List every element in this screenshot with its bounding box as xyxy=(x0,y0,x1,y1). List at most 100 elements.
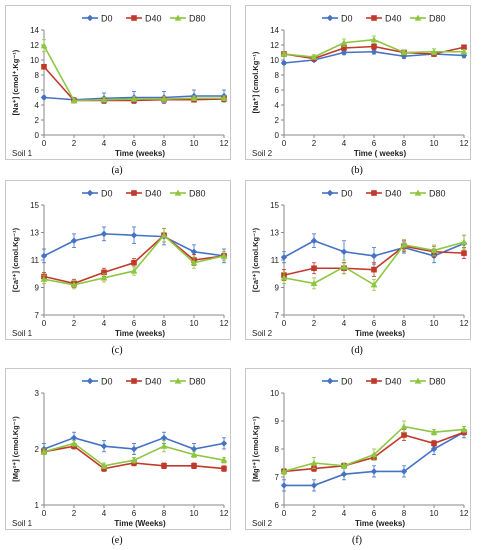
data-point xyxy=(310,279,318,286)
data-point xyxy=(460,52,468,59)
x-tick-label: 10 xyxy=(430,509,439,518)
data-point xyxy=(400,241,408,248)
legend-marker xyxy=(371,378,377,384)
data-point xyxy=(310,237,318,244)
x-tick-label: 0 xyxy=(282,509,287,518)
data-point xyxy=(40,252,48,260)
data-point xyxy=(70,281,78,288)
data-point xyxy=(190,445,198,453)
data-point xyxy=(370,36,378,43)
data-point xyxy=(160,231,168,238)
data-point xyxy=(220,456,228,463)
y-tick-label: 15 xyxy=(30,201,39,210)
legend-label: D80 xyxy=(189,189,206,199)
series-D0 xyxy=(40,431,228,455)
x-axis-label: Time (weeks) xyxy=(355,329,405,338)
y-tick-label: 13 xyxy=(30,229,39,238)
data-point xyxy=(70,237,78,244)
data-point xyxy=(70,440,78,446)
chart-panel-a: 0 2 4 6 8 10 12 14 0 2 4 6 8 10 12 Time (weeks) [Na⁺] (c… xyxy=(5,5,231,160)
x-tick-label: 10 xyxy=(430,139,439,148)
sub-label-d: (d) xyxy=(351,345,363,356)
y-tick-label: 6 xyxy=(275,501,280,510)
legend-label: D40 xyxy=(145,189,162,199)
data-point xyxy=(461,250,467,256)
data-point xyxy=(130,232,138,239)
y-tick-label: 14 xyxy=(270,26,279,35)
x-tick-label: 10 xyxy=(430,319,439,328)
x-tick-label: 4 xyxy=(102,319,107,328)
series-D80 xyxy=(280,35,468,60)
x-tick-label: 8 xyxy=(162,139,167,148)
legend-label: D0 xyxy=(101,189,113,199)
legend-marker xyxy=(414,189,422,196)
legend-marker xyxy=(326,189,334,197)
y-tick-label: 8 xyxy=(275,71,280,80)
y-tick-label: 10 xyxy=(270,56,279,65)
x-tick-label: 10 xyxy=(190,509,199,518)
y-tick-label: 12 xyxy=(270,41,279,50)
data-point xyxy=(340,471,348,478)
legend-label: D40 xyxy=(385,377,402,387)
data-point xyxy=(430,246,438,253)
y-tick-label: 10 xyxy=(30,56,39,65)
x-axis-label: Time ( weeks) xyxy=(354,149,407,158)
data-point xyxy=(190,248,198,255)
x-tick-label: 0 xyxy=(42,509,47,518)
data-point xyxy=(161,463,167,469)
data-point xyxy=(431,440,437,447)
x-tick-label: 2 xyxy=(72,319,77,328)
x-tick-label: 4 xyxy=(342,509,347,518)
soil-label: Soil 1 xyxy=(12,519,33,528)
legend-label: D0 xyxy=(341,14,353,24)
soil-label: Soil 1 xyxy=(12,329,33,338)
legend-label: D40 xyxy=(385,14,402,24)
data-point xyxy=(220,440,228,447)
x-tick-label: 2 xyxy=(312,509,317,518)
data-point xyxy=(190,451,198,458)
data-point xyxy=(40,275,48,282)
series-D80 xyxy=(40,39,228,104)
data-point xyxy=(100,274,108,281)
series-D80 xyxy=(40,227,228,290)
x-tick-label: 8 xyxy=(162,509,167,518)
legend-label: D80 xyxy=(429,377,446,387)
data-point xyxy=(40,94,48,101)
data-point xyxy=(400,53,408,60)
legend-marker xyxy=(326,14,334,22)
data-point xyxy=(221,465,227,472)
sub-label-e: (e) xyxy=(111,535,123,546)
legend-marker xyxy=(414,14,422,21)
series-D0 xyxy=(40,226,228,264)
chart-panel-f: 6 7 8 9 10 0 2 4 6 8 10 12 Time (weeks) [Mg²⁺] (cmol.… xyxy=(245,368,471,530)
y-tick-label: 4 xyxy=(275,101,280,110)
y-tick-label: 7 xyxy=(275,311,280,320)
legend-label: D40 xyxy=(145,377,162,387)
data-point xyxy=(130,445,138,453)
sub-label-a: (a) xyxy=(111,165,123,176)
data-point xyxy=(340,49,348,56)
sub-label-f: (f) xyxy=(352,535,362,546)
series-D80 xyxy=(40,440,228,469)
x-tick-label: 6 xyxy=(372,139,377,148)
data-point xyxy=(461,44,467,51)
sub-label-c: (c) xyxy=(111,345,123,356)
data-point xyxy=(131,259,137,266)
y-tick-label: 12 xyxy=(30,41,39,50)
legend-label: D80 xyxy=(429,189,446,199)
x-tick-label: 4 xyxy=(102,139,107,148)
y-tick-label: 1 xyxy=(35,501,40,510)
y-tick-label: 15 xyxy=(270,201,279,210)
legend-marker xyxy=(174,377,182,384)
soil-label: Soil 2 xyxy=(252,149,273,158)
data-point xyxy=(191,463,197,469)
data-point xyxy=(460,48,468,55)
legend-label: D40 xyxy=(145,14,162,24)
legend-label: D0 xyxy=(341,189,353,199)
y-tick-label: 11 xyxy=(271,256,280,265)
chart-panel-d: 7 9 11 13 15 0 2 4 6 8 10 12 Time (weeks) [Ca²⁺] (cmo… xyxy=(245,180,471,340)
legend-label: D80 xyxy=(429,14,446,24)
legend-marker xyxy=(371,15,377,21)
data-point xyxy=(460,426,468,432)
y-tick-label: 4 xyxy=(35,101,40,110)
